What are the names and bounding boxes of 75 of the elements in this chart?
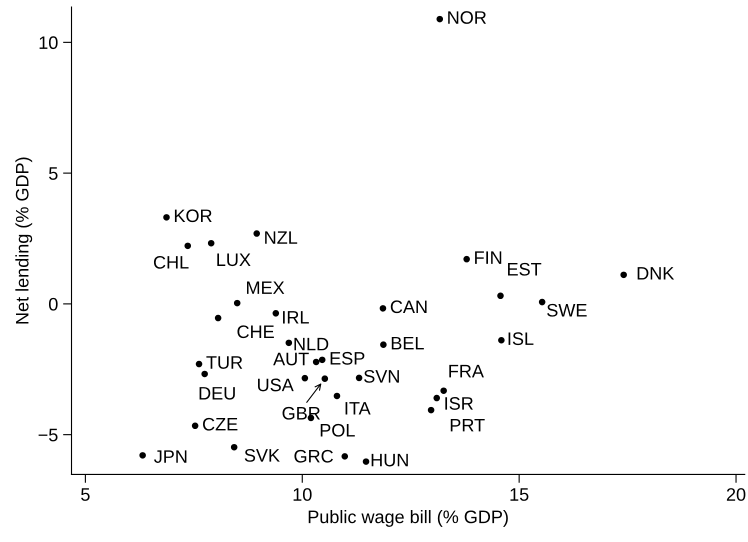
point [356, 374, 362, 382]
y-axis-title: Net lending (% GDP) [15, 158, 32, 324]
point [272, 310, 280, 317]
annotation: ISL [508, 332, 534, 346]
annotation: AUT [273, 352, 309, 366]
point [312, 358, 320, 366]
point [201, 370, 208, 378]
annotation: USA [258, 378, 294, 392]
annotation: IRL [283, 311, 309, 324]
annotation: FRA [449, 364, 484, 378]
point [362, 458, 370, 465]
point [302, 374, 308, 382]
point [234, 300, 240, 306]
y-tick-label: 5 [48, 167, 58, 180]
point [436, 16, 444, 22]
annotation: CHL [154, 256, 189, 269]
annotation: TUR [206, 356, 242, 369]
annotation: JPN [154, 450, 186, 463]
annotation: ESP [330, 352, 364, 365]
annotation: EST [508, 262, 542, 276]
point [139, 452, 146, 459]
annotation: PRT [450, 418, 485, 432]
point [428, 406, 434, 414]
annotation: GBR [282, 406, 320, 420]
x-tick-label: 5 [81, 488, 90, 501]
y-tick-label: −5 [38, 428, 58, 442]
annotation: NOR [448, 11, 486, 24]
annotation: CAN [390, 300, 427, 314]
point [342, 453, 348, 460]
annotation: CHE [237, 325, 274, 338]
annotation: POL [320, 424, 355, 437]
y-tick-label: 0 [48, 298, 58, 311]
annotation: ITA [346, 402, 371, 415]
point [286, 340, 292, 346]
annotation: HUN [372, 454, 408, 466]
point [196, 360, 202, 368]
annotation: ISR [445, 397, 473, 410]
point [208, 240, 214, 246]
point [214, 314, 222, 322]
annotation: DNK [638, 267, 674, 280]
point [230, 444, 238, 450]
x-axis-title: Public wage bill (% GDP) [308, 510, 508, 527]
annotation: NLD [294, 338, 328, 350]
point [440, 387, 447, 394]
annotation: SVK [244, 448, 280, 462]
annotation: SWE [547, 304, 587, 317]
point [184, 242, 192, 250]
annotation: DEU [200, 387, 235, 400]
x-tick-label: 15 [510, 488, 528, 501]
point [620, 272, 627, 278]
point [192, 422, 198, 430]
annotation: CZE [202, 418, 238, 431]
point [498, 336, 505, 344]
annotation: BEL [392, 336, 424, 350]
x-tick-label: 20 [726, 488, 746, 501]
point [433, 394, 440, 402]
annotation: LUX [217, 254, 251, 266]
y-tick-label: 10 [40, 36, 58, 50]
annotation: KOR [174, 209, 212, 222]
annotation: GRC [294, 450, 333, 463]
point [334, 392, 340, 400]
point [322, 375, 328, 382]
annotation: SVN [364, 370, 399, 383]
x-tick-label: 10 [294, 488, 312, 501]
annotation: FIN [475, 251, 502, 264]
point [253, 230, 260, 237]
point [380, 341, 387, 348]
point [497, 292, 504, 300]
annotation: MEX [247, 281, 284, 294]
point [463, 256, 470, 262]
point [163, 214, 170, 221]
point [538, 298, 546, 306]
point [318, 356, 326, 364]
point [380, 305, 386, 312]
annotation: NZL [265, 231, 298, 244]
